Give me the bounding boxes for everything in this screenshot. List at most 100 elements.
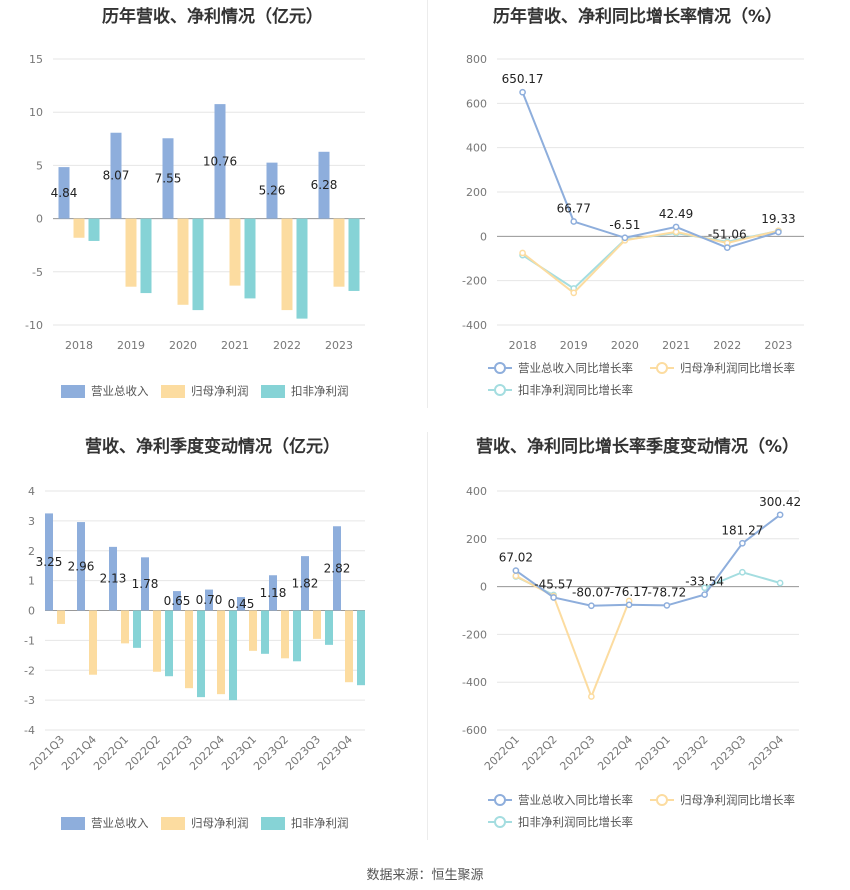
- point-2: [512, 572, 520, 580]
- y-tick-label: -3: [24, 694, 35, 707]
- data-label: 1.82: [292, 576, 319, 590]
- annual-growth-panel: -400 -200 0 200 400 600 800 650.17 66.77 -6.51 42.…: [425, 0, 850, 430]
- x-tick-label: 2022: [713, 339, 741, 352]
- y-tick-label: -5: [32, 266, 43, 279]
- point-1: [512, 567, 520, 574]
- bar-2: [345, 610, 353, 683]
- point-1: [775, 228, 782, 236]
- data-label: -6.51: [609, 218, 640, 232]
- data-label: 0.70: [196, 593, 223, 607]
- y-tick-label: 0: [480, 230, 487, 243]
- legend-marker: [656, 362, 668, 374]
- data-label: -76.17: [610, 585, 649, 599]
- y-tick-label: 3: [28, 515, 35, 528]
- x-tick-label: 2023Q4: [315, 733, 355, 773]
- bar-3: [88, 218, 100, 241]
- point-1: [588, 602, 595, 610]
- y-tick-label: -200: [462, 275, 487, 288]
- bar-2: [177, 218, 189, 305]
- bar-1: [318, 151, 330, 219]
- point-1: [739, 539, 746, 547]
- series-line-2: [521, 229, 779, 295]
- data-label: 42.49: [659, 207, 693, 221]
- quarterly-bar-chart: -4 -3 -2 -1 0 1 2 3 4 3.25 2.96 2.13 1.78 0.65 0.70 0.4…: [24, 485, 365, 830]
- point-1: [701, 591, 708, 598]
- bar-1: [77, 522, 85, 611]
- y-tick-label: 200: [466, 533, 487, 546]
- legend-marker: [494, 794, 506, 806]
- data-label: 2.82: [324, 561, 351, 575]
- legend-label: 营业总收入: [91, 816, 149, 830]
- y-tick-label: 400: [466, 142, 487, 155]
- data-label: 2.13: [100, 572, 127, 586]
- x-tick-label: 2021: [662, 339, 690, 352]
- point-1: [723, 244, 731, 252]
- bar-2: [281, 218, 293, 311]
- data-label: 8.07: [103, 169, 130, 183]
- data-label: 7.55: [155, 171, 182, 185]
- x-tick-label: 2018: [509, 339, 537, 352]
- bar-3: [165, 610, 173, 677]
- y-tick-label: 10: [29, 106, 43, 119]
- bar-1: [269, 575, 277, 611]
- series-line-1: [515, 514, 781, 607]
- y-tick-label: -1: [24, 634, 35, 647]
- legend-label: 扣非净利润: [291, 816, 349, 830]
- y-tick-label: -400: [462, 319, 487, 332]
- data-label: 1.18: [260, 586, 287, 600]
- x-tick-label: 2020: [169, 339, 197, 352]
- y-tick-label: 0: [36, 213, 43, 226]
- point-1: [625, 601, 633, 609]
- data-label: 66.77: [557, 202, 591, 216]
- data-label: 10.76: [203, 154, 237, 168]
- point-1: [570, 218, 578, 225]
- bar-2: [333, 218, 345, 287]
- point-1: [519, 88, 526, 96]
- bar-2: [185, 610, 193, 689]
- bar-2: [229, 218, 241, 286]
- bar-1: [333, 526, 341, 611]
- y-tick-label: -2: [24, 664, 35, 677]
- point-1: [550, 594, 557, 601]
- bar-2: [125, 218, 137, 287]
- bar-2: [249, 610, 257, 651]
- bar-1: [162, 138, 174, 219]
- bar-1: [173, 591, 181, 611]
- legend-label: 扣非净利润同比增长率: [518, 815, 633, 829]
- bar-2: [153, 610, 161, 672]
- legend-swatch: [61, 385, 85, 398]
- y-tick-label: 4: [28, 485, 35, 498]
- legend-label: 营业总收入同比增长率: [518, 793, 633, 807]
- bar-1: [237, 597, 245, 611]
- data-label: 67.02: [499, 551, 533, 565]
- data-label: -78.72: [648, 585, 687, 599]
- data-label: -80.07: [572, 586, 611, 600]
- bar-1: [45, 513, 53, 611]
- bar-2: [217, 610, 225, 695]
- point-1: [621, 234, 629, 242]
- quarterly-bar-panel: -4 -3 -2 -1 0 1 2 3 4 3.25 2.96 2.13 1.78 0.65 0.70 0.4…: [0, 430, 425, 860]
- annual-growth-title: 历年营收、净利同比增长率情况（%）: [492, 7, 783, 27]
- bar-2: [89, 610, 97, 675]
- bar-3: [140, 218, 152, 294]
- bar-3: [325, 610, 333, 645]
- data-label: 2.96: [68, 559, 95, 573]
- series-line-1: [521, 91, 779, 249]
- series-line-2: [515, 574, 631, 700]
- legend-marker: [494, 384, 506, 396]
- bar-2: [73, 218, 85, 238]
- data-label: 4.84: [51, 186, 78, 200]
- data-label: 3.25: [36, 555, 63, 569]
- legend-label: 扣非净利润: [291, 384, 349, 398]
- data-label: 181.27: [721, 523, 763, 537]
- bar-1: [266, 162, 278, 219]
- y-tick-label: -200: [462, 628, 487, 641]
- bar-1: [301, 556, 309, 611]
- x-tick-label: 2023: [325, 339, 353, 352]
- legend-swatch: [161, 385, 185, 398]
- bar-3: [357, 610, 365, 686]
- point-3: [701, 584, 708, 592]
- data-label: 0.45: [228, 597, 255, 611]
- bar-3: [348, 218, 360, 291]
- x-tick-label: 2023Q3: [708, 733, 748, 773]
